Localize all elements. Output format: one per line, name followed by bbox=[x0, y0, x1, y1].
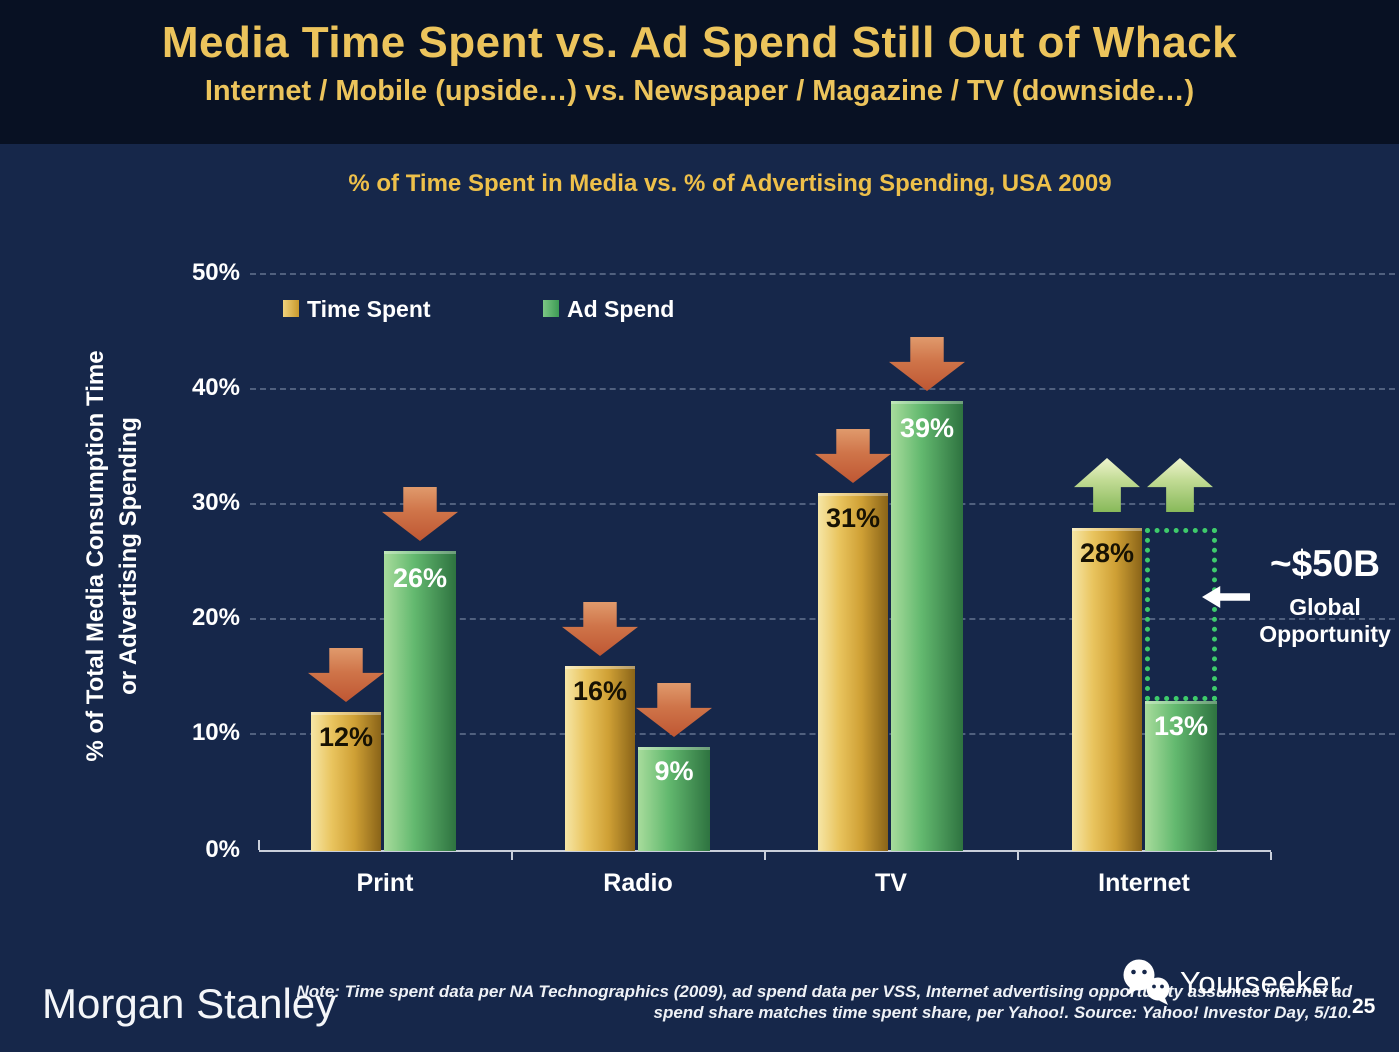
axis-tick bbox=[1017, 852, 1019, 860]
page-number: 25 bbox=[1352, 995, 1376, 1018]
bar-internet-time-spent bbox=[1072, 528, 1142, 851]
bar-tv-time-spent bbox=[818, 493, 888, 851]
bar-label-radio-time-spent: 16% bbox=[572, 676, 628, 706]
down-arrow-icon bbox=[562, 602, 638, 656]
gridline-40 bbox=[250, 388, 1395, 390]
source-note: Note: Time spent data per NA Technograph… bbox=[292, 981, 1353, 1023]
down-arrow-icon bbox=[889, 337, 965, 391]
y-tick-40: 40% bbox=[191, 374, 240, 401]
category-label-tv: TV bbox=[875, 869, 907, 897]
y-tick-10: 10% bbox=[191, 719, 240, 746]
y-tick-20: 20% bbox=[191, 604, 240, 631]
bar-label-radio-ad-spend: 9% bbox=[654, 756, 694, 786]
bar-print-time-spent bbox=[311, 712, 381, 851]
y-tick-30: 30% bbox=[191, 489, 240, 516]
x-axis-line bbox=[259, 850, 1271, 852]
category-label-radio: Radio bbox=[603, 869, 673, 897]
legend-swatch-time-spent bbox=[283, 300, 299, 317]
legend-label-ad-spend: Ad Spend bbox=[567, 296, 675, 322]
category-label-internet: Internet bbox=[1098, 869, 1190, 897]
opportunity-label-line2: Opportunity bbox=[1259, 621, 1391, 647]
category-label-print: Print bbox=[356, 869, 414, 897]
bar-label-internet-ad-spend: 13% bbox=[1153, 711, 1209, 741]
down-arrow-icon bbox=[815, 429, 891, 483]
y-tick-0: 0% bbox=[205, 836, 240, 863]
slide-subtitle: Internet / Mobile (upside…) vs. Newspape… bbox=[204, 75, 1195, 107]
bar-label-internet-time-spent: 28% bbox=[1079, 538, 1135, 568]
down-arrow-icon bbox=[636, 683, 712, 737]
y-tick-50: 50% bbox=[191, 259, 240, 286]
legend-label-time-spent: Time Spent bbox=[307, 296, 431, 322]
bar-print-ad-spend bbox=[384, 551, 456, 851]
opportunity-value: ~$50B bbox=[1269, 543, 1381, 584]
slide-title: Media Time Spent vs. Ad Spend Still Out … bbox=[161, 18, 1238, 67]
title-band: Media Time Spent vs. Ad Spend Still Out … bbox=[0, 0, 1399, 144]
down-arrow-icon bbox=[382, 487, 458, 541]
opportunity-label-line1: Global bbox=[1289, 594, 1361, 620]
axis-tick bbox=[764, 852, 766, 860]
bar-radio-time-spent bbox=[565, 666, 635, 851]
morgan-stanley-logo: Morgan Stanley bbox=[42, 980, 337, 1027]
y-axis-title-line1: % of Total Media Consumption Time bbox=[82, 350, 109, 762]
y-axis-title: % of Total Media Consumption Time or Adv… bbox=[79, 261, 151, 851]
bar-label-print-ad-spend: 26% bbox=[392, 563, 448, 593]
legend-swatch-ad-spend bbox=[543, 300, 559, 317]
axis-tick bbox=[1270, 852, 1272, 860]
axis-tick bbox=[258, 840, 260, 850]
gridline-50 bbox=[250, 273, 1395, 275]
source-note-line2: spend share matches time spent share, pe… bbox=[653, 1003, 1353, 1022]
watermark-text: Yourseeker bbox=[1180, 965, 1341, 1000]
bar-label-tv-ad-spend: 39% bbox=[899, 413, 955, 443]
bar-label-tv-time-spent: 31% bbox=[825, 503, 881, 533]
chart-title: % of Time Spent in Media vs. % of Advert… bbox=[348, 170, 1112, 197]
bar-internet-ad-spend bbox=[1145, 701, 1217, 851]
axis-tick bbox=[511, 852, 513, 860]
watermark: Yourseeker bbox=[1118, 958, 1341, 1008]
wechat-icon bbox=[1123, 959, 1170, 1005]
bar-tv-ad-spend bbox=[891, 401, 963, 851]
y-axis-title-line2: or Advertising Spending bbox=[115, 417, 142, 695]
opportunity-gap-box bbox=[1145, 528, 1217, 701]
down-arrow-icon bbox=[308, 648, 384, 702]
bar-label-print-time-spent: 12% bbox=[318, 722, 374, 752]
source-note-line1: Note: Time spent data per NA Technograph… bbox=[296, 982, 1353, 1001]
bar-radio-ad-spend bbox=[638, 747, 710, 851]
